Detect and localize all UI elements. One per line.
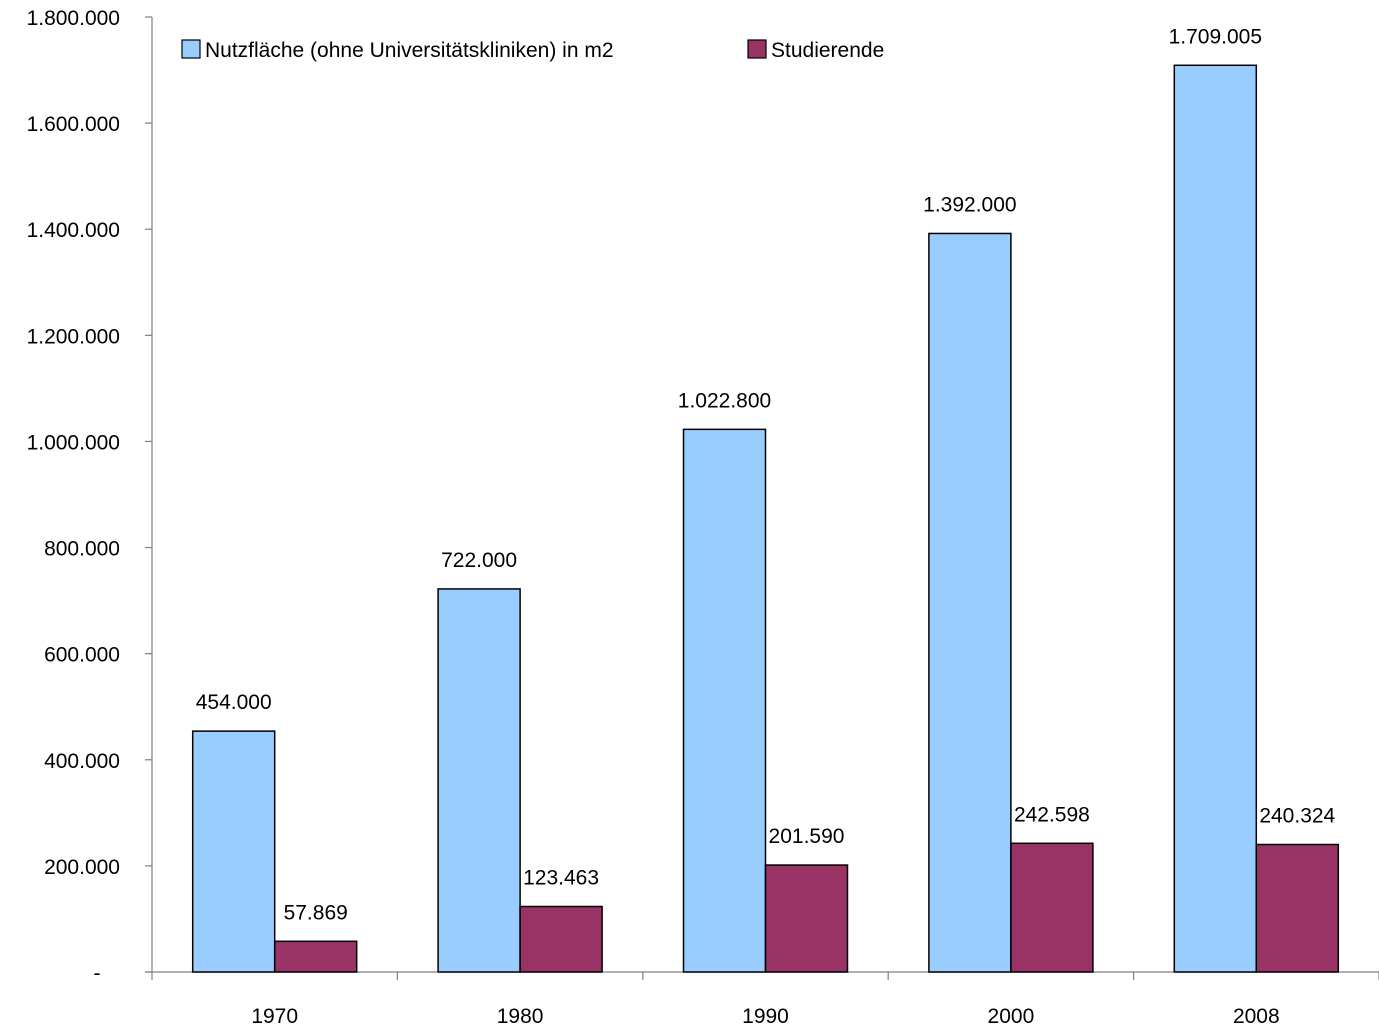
chart-data-labels: 454.000 722.000 1.022.800 1.392.000 1.709.00… xyxy=(196,25,1336,924)
y-tick-label: 1.800.000 xyxy=(27,7,120,30)
legend-swatch xyxy=(181,39,201,59)
y-tick-label: 1.200.000 xyxy=(27,325,120,348)
y-tick-label: 200.000 xyxy=(44,856,120,879)
bar-nutzflaeche-1990 xyxy=(682,428,767,973)
data-label: 1.709.005 xyxy=(1169,25,1262,48)
chart-legend: Nutzfläche (ohne Universitätskliniken) i… xyxy=(181,39,884,62)
y-tick-label: 600.000 xyxy=(44,644,120,667)
chart-bars xyxy=(191,64,1340,973)
bar-nutzflaeche-2000 xyxy=(928,232,1012,973)
data-label: 722.000 xyxy=(441,549,517,572)
y-tick-label: 1.400.000 xyxy=(27,219,120,242)
bar-nutzflaeche-1970 xyxy=(191,730,276,973)
y-tick-label: - xyxy=(94,962,101,985)
x-tick-label: 2008 xyxy=(1233,1005,1280,1028)
bar-studierende-1980 xyxy=(519,905,603,973)
data-label: 240.324 xyxy=(1259,804,1335,827)
data-label: 454.000 xyxy=(196,691,272,714)
x-tick-label: 1970 xyxy=(251,1005,298,1028)
bar-studierende-1970 xyxy=(273,940,358,973)
bar-studierende-2008 xyxy=(1255,843,1340,973)
data-label: 201.590 xyxy=(769,825,845,848)
bar-studierende-2000 xyxy=(1010,842,1094,973)
data-label: 57.869 xyxy=(284,901,348,924)
data-label: 123.463 xyxy=(523,866,599,889)
chart-axes: - 200.000 400.000 600.000 800.000 1.000.000 1.… xyxy=(27,7,1379,1028)
data-label: 1.392.000 xyxy=(923,193,1016,216)
x-tick-label: 2000 xyxy=(988,1005,1035,1028)
y-tick-label: 1.600.000 xyxy=(27,113,120,136)
y-tick-label: 400.000 xyxy=(44,750,120,773)
legend-swatch xyxy=(747,39,767,59)
legend-label: Studierende xyxy=(771,39,884,62)
y-tick-label: 1.000.000 xyxy=(27,431,120,454)
data-label: 1.022.800 xyxy=(678,389,771,412)
legend-label: Nutzfläche (ohne Universitätskliniken) i… xyxy=(205,39,614,62)
y-tick-label: 800.000 xyxy=(44,538,120,561)
data-label: 242.598 xyxy=(1014,803,1090,826)
x-tick-label: 1980 xyxy=(497,1005,544,1028)
bar-studierende-1990 xyxy=(764,864,849,973)
bar-nutzflaeche-1980 xyxy=(437,588,521,973)
x-tick-label: 1990 xyxy=(742,1005,789,1028)
bar-nutzflaeche-2008 xyxy=(1173,64,1258,973)
